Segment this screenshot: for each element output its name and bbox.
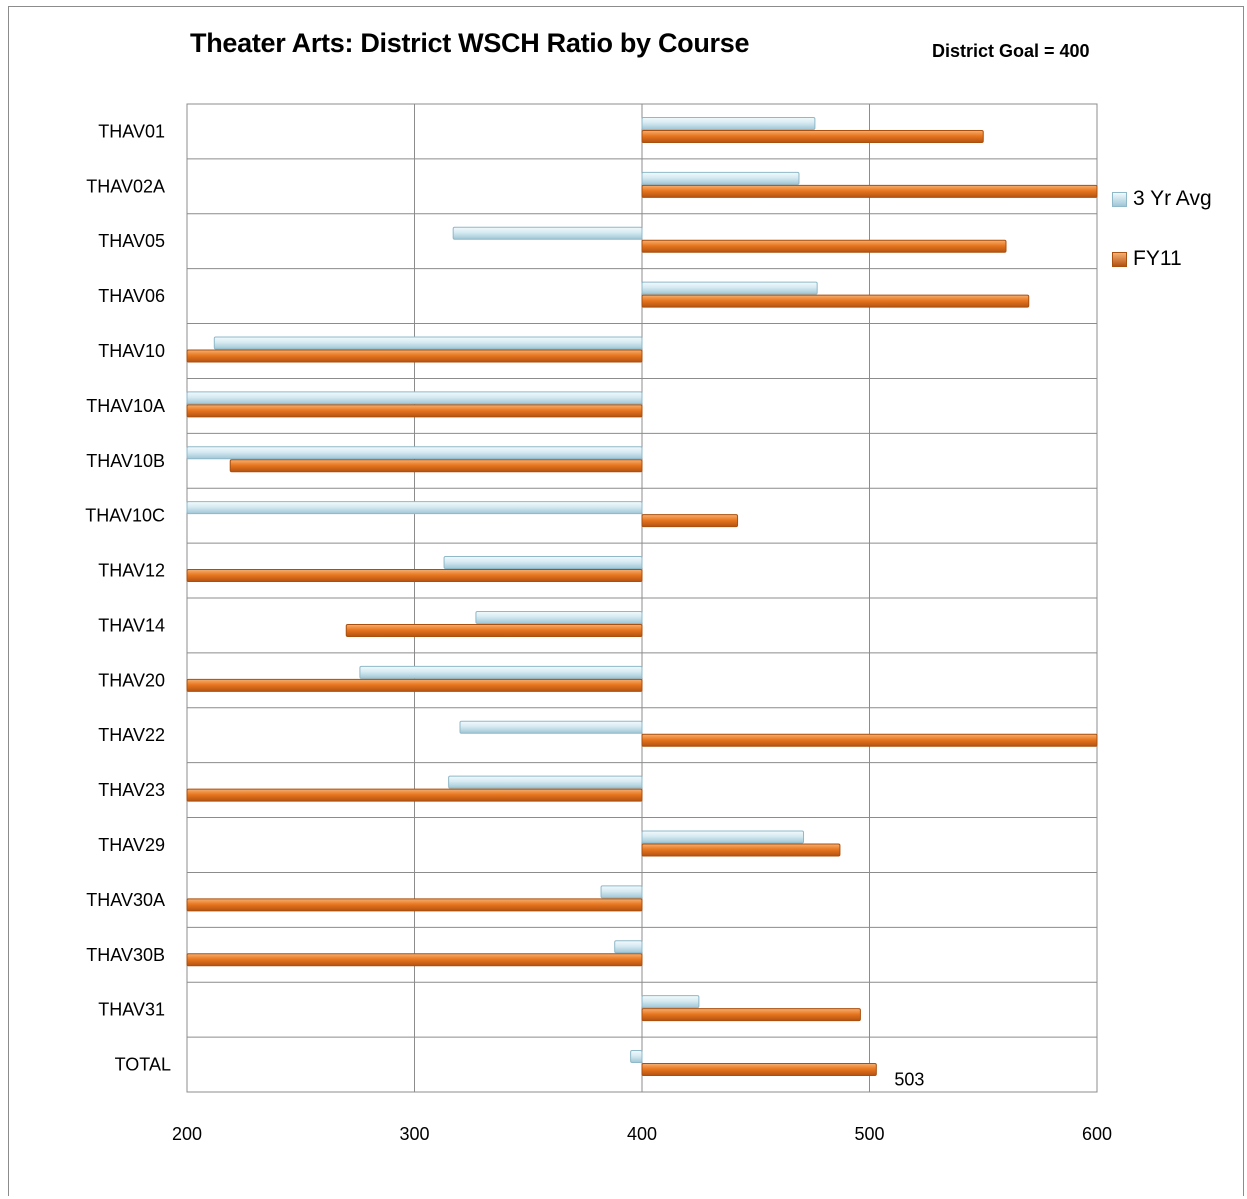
bar-3yr-avg-thav20 xyxy=(359,665,643,679)
category-label-thav01: THAV01 xyxy=(98,121,165,141)
bar-3yr-avg-thav05 xyxy=(452,226,643,240)
legend-item-3yr-avg: 3 Yr Avg xyxy=(1112,186,1212,212)
category-label-thav02a: THAV02A xyxy=(86,176,165,196)
bars xyxy=(186,116,1098,1077)
bar-fy11-thav30b xyxy=(186,953,643,967)
bar-3yr-avg-thav12 xyxy=(443,556,643,570)
bar-fy11-total xyxy=(641,1063,877,1077)
bar-fy11-thav10c xyxy=(641,514,739,528)
bar-fy11-thav10 xyxy=(186,349,643,363)
bar-fy11-thav10b xyxy=(229,459,643,473)
category-label-thav10a: THAV10A xyxy=(86,396,165,416)
bar-fy11-thav06 xyxy=(641,294,1030,308)
chart-frame xyxy=(8,6,1244,1196)
bar-fy11-thav12 xyxy=(186,569,643,583)
bar-3yr-avg-thav10 xyxy=(213,336,643,350)
bar-fy11-thav01 xyxy=(641,129,984,143)
legend-label-fy11: FY11 xyxy=(1133,247,1182,270)
data-label-total: 503 xyxy=(894,1070,924,1090)
category-label-thav30b: THAV30B xyxy=(86,945,165,965)
category-label-thav14: THAV14 xyxy=(98,615,165,635)
bar-3yr-avg-thav23 xyxy=(448,775,643,789)
bar-fy11-thav10a xyxy=(186,404,643,418)
category-label-thav05: THAV05 xyxy=(98,231,165,251)
x-tick-label-500: 500 xyxy=(854,1124,884,1144)
bar-3yr-avg-thav02a xyxy=(641,171,800,185)
bar-3yr-avg-thav06 xyxy=(641,281,818,295)
bar-3yr-avg-thav30a xyxy=(600,885,643,899)
chart-title: Theater Arts: District WSCH Ratio by Cou… xyxy=(190,28,750,58)
bar-3yr-avg-thav10c xyxy=(186,501,643,515)
x-tick-label-600: 600 xyxy=(1082,1124,1112,1144)
category-label-thav06: THAV06 xyxy=(98,286,165,306)
legend: 3 Yr Avg FY11 xyxy=(1112,186,1212,306)
bar-3yr-avg-thav31 xyxy=(641,995,700,1009)
bar-3yr-avg-thav14 xyxy=(475,610,643,624)
district-goal-label: District Goal = 400 xyxy=(932,41,1090,61)
bar-3yr-avg-thav10b xyxy=(186,446,643,460)
bar-3yr-avg-thav29 xyxy=(641,830,805,844)
bar-3yr-avg-thav01 xyxy=(641,116,816,130)
bar-fy11-thav20 xyxy=(186,678,643,692)
bar-fy11-thav14 xyxy=(345,623,643,637)
legend-swatch-3yr-avg xyxy=(1112,191,1127,207)
category-label-thav29: THAV29 xyxy=(98,835,165,855)
category-label-thav10b: THAV10B xyxy=(86,451,165,471)
x-tick-label-400: 400 xyxy=(627,1124,657,1144)
labels: 200 300 400 500 600 THAV01 THAV02A THAV05 THAV06… xyxy=(85,121,1112,1144)
bar-3yr-avg-thav22 xyxy=(459,720,643,734)
category-label-thav10: THAV10 xyxy=(98,341,165,361)
bar-3yr-avg-thav10a xyxy=(186,391,643,405)
legend-swatch-fy11 xyxy=(1112,251,1127,267)
category-label-thav23: THAV23 xyxy=(98,780,165,800)
category-label-total: TOTAL xyxy=(115,1055,171,1075)
bar-fy11-thav23 xyxy=(186,788,643,802)
category-label-thav30a: THAV30A xyxy=(86,890,165,910)
bar-3yr-avg-total xyxy=(630,1050,643,1064)
bar-fy11-thav05 xyxy=(641,239,1007,253)
category-label-thav20: THAV20 xyxy=(98,670,165,690)
bar-3yr-avg-thav30b xyxy=(614,940,643,954)
bar-fy11-thav02a xyxy=(641,184,1098,198)
legend-label-3yr-avg: 3 Yr Avg xyxy=(1133,187,1212,210)
legend-item-fy11: FY11 xyxy=(1112,246,1212,272)
bar-fy11-thav30a xyxy=(186,898,643,912)
category-label-thav10c: THAV10C xyxy=(85,506,165,526)
bar-fy11-thav31 xyxy=(641,1008,861,1022)
category-label-thav31: THAV31 xyxy=(98,1000,165,1020)
category-label-thav22: THAV22 xyxy=(98,725,165,745)
category-label-thav12: THAV12 xyxy=(98,561,165,581)
gridlines xyxy=(186,103,1098,1093)
bar-fy11-thav22 xyxy=(641,733,1098,747)
x-tick-label-300: 300 xyxy=(399,1124,429,1144)
bar-fy11-thav29 xyxy=(641,843,841,857)
x-tick-label-200: 200 xyxy=(172,1124,202,1144)
